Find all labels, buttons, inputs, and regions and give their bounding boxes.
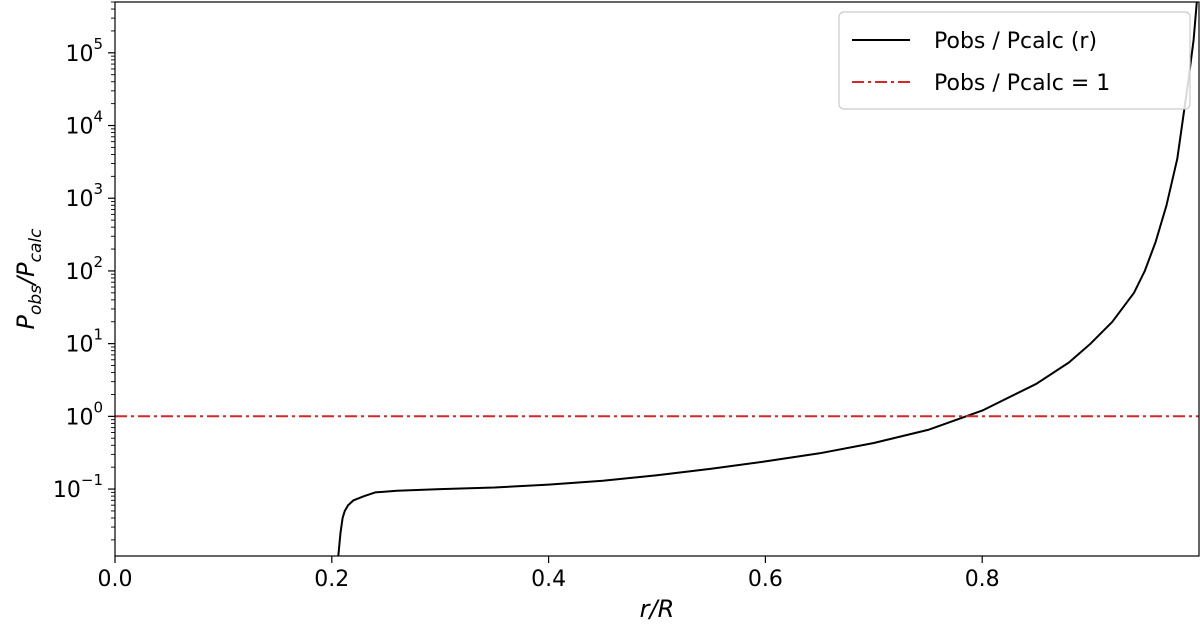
y-label-main: P — [12, 314, 40, 329]
series-line-0 — [337, 2, 1198, 556]
legend-box — [838, 11, 1191, 110]
legend: Pobs / Pcalc (r) Pobs / Pcalc = 1 — [838, 11, 1191, 110]
y-tick-label: 105 — [65, 35, 103, 67]
y-tick-label: 102 — [65, 253, 103, 285]
y-axis-label: Pobs/Pcalc — [12, 228, 46, 330]
y-tick-label: 100 — [65, 398, 103, 430]
y-tick-label: 101 — [65, 326, 103, 358]
x-axis-label: r/R — [640, 595, 675, 623]
ticks-layer: 0.0 0.2 0.4 0.6 0.8 10−1 100 101 102 103 104 105 — [53, 1, 1000, 592]
x-tick-label: 0.4 — [531, 567, 566, 592]
y-label-slash: /P — [12, 262, 40, 287]
plot-frame — [114, 1, 1200, 557]
x-tick-label: 0.0 — [98, 567, 133, 592]
y-tick-label: 104 — [65, 108, 103, 140]
y-label-sub-calc: calc — [26, 228, 46, 262]
y-tick-label: 10−1 — [53, 471, 103, 503]
y-tick-label: 103 — [65, 180, 103, 212]
x-tick-label: 0.8 — [965, 567, 1000, 592]
x-tick-label: 0.6 — [748, 567, 783, 592]
legend-label-1: Pobs / Pcalc = 1 — [934, 71, 1110, 96]
series-layer — [115, 2, 1199, 556]
x-tick-label: 0.2 — [314, 567, 349, 592]
y-label-sub-obs: obs — [26, 285, 46, 315]
legend-label-0: Pobs / Pcalc (r) — [934, 29, 1097, 54]
